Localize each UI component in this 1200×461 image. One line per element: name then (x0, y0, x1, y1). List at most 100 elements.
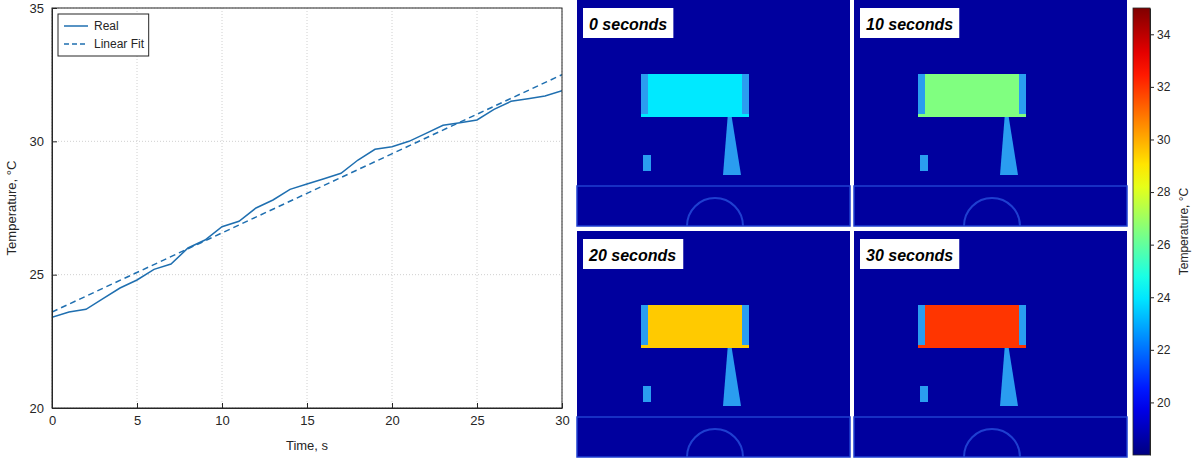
tick-label: 5 (134, 413, 141, 428)
axis-line (53, 408, 563, 409)
left-post (920, 386, 928, 402)
heated-object (918, 74, 1026, 117)
object-clamp-right (742, 74, 749, 114)
axis-line (1150, 9, 1151, 456)
tick: 5 (134, 403, 141, 428)
base-structure (577, 186, 850, 226)
panel-label-text: 10 seconds (866, 16, 953, 33)
panel-background (854, 231, 1127, 457)
panel: 10 seconds (854, 0, 1127, 226)
tick-label: 24 (1157, 291, 1171, 305)
support-arc (687, 198, 743, 226)
panel-background (577, 231, 850, 457)
base-structure (854, 417, 1127, 457)
tick-label: 30 (1157, 133, 1171, 147)
grid-line-y (52, 274, 562, 275)
tick: 26 (1150, 238, 1171, 252)
colorbar (1133, 8, 1150, 455)
tick-mark (307, 403, 308, 408)
axis-line (52, 9, 53, 409)
tick-mark (1150, 245, 1154, 246)
left-post (643, 386, 651, 402)
tick-label: 20 (385, 413, 399, 428)
panel-label: 20 seconds (583, 239, 683, 269)
tick-mark (52, 8, 57, 9)
grid-line-x (477, 8, 478, 408)
left-post (643, 155, 651, 171)
panel: 20 seconds (577, 231, 850, 457)
support-arc (964, 429, 1020, 457)
tick-label: 0 (49, 413, 56, 428)
panel-background (854, 0, 1127, 226)
support-arc (964, 198, 1020, 226)
tick: 30 (555, 403, 569, 428)
grid (52, 8, 562, 408)
panel: 0 seconds (577, 0, 850, 226)
tick: 30 (1150, 133, 1171, 147)
series-group (52, 75, 562, 318)
plot-background (52, 8, 562, 408)
tick-mark (1150, 192, 1154, 193)
tick-mark (1150, 402, 1154, 403)
tick-mark (1150, 297, 1154, 298)
tick: 34 (1150, 28, 1171, 42)
tick-label: 26 (1157, 238, 1171, 252)
grid-line-x (307, 8, 308, 408)
line-dashed (52, 75, 562, 312)
support-arc (687, 429, 743, 457)
tick: 20 (385, 403, 399, 428)
tick-mark (477, 403, 478, 408)
tick: 20 (1150, 396, 1171, 410)
line-solid (52, 91, 562, 318)
base-structure (854, 186, 1127, 226)
tick-label: 34 (1157, 28, 1171, 42)
tick: 35 (30, 1, 57, 16)
colorbar-axis: 20 22 24 26 28 30 32 34 (1150, 9, 1171, 456)
tick-label: 35 (30, 1, 44, 16)
object-clamp-left (918, 74, 925, 114)
tick-label: 25 (30, 267, 44, 282)
panel-label-text: 0 seconds (589, 16, 667, 33)
tick-label: 28 (1157, 185, 1171, 199)
panel-label: 30 seconds (860, 239, 959, 269)
legend-label: Real (94, 19, 119, 33)
tick: 30 (30, 134, 57, 149)
tick-mark (1150, 34, 1154, 35)
tick-label: 25 (470, 413, 484, 428)
x-axis: 0 5 10 15 20 25 30 (49, 403, 570, 428)
tick: 20 (30, 401, 57, 416)
tick: 24 (1150, 291, 1171, 305)
object-clamp-right (1019, 305, 1026, 345)
tick: 15 (300, 403, 314, 428)
panel-background (577, 0, 850, 226)
legend: RealLinear Fit (58, 14, 149, 56)
object-clamp-right (742, 305, 749, 345)
legend-swatch (64, 43, 88, 45)
tick-label: 10 (215, 413, 229, 428)
grid-line-x (222, 8, 223, 408)
tick: 32 (1150, 80, 1171, 94)
tick-label: 30 (555, 413, 569, 428)
panel-label: 10 seconds (860, 8, 959, 38)
panel-label: 0 seconds (583, 8, 673, 38)
panel: 30 seconds (854, 231, 1127, 457)
tick-label: 22 (1157, 343, 1171, 357)
tick-mark (562, 403, 563, 408)
panel-label-text: 30 seconds (866, 247, 953, 264)
figure: 05101520253020253035Time, sTemperature, … (0, 0, 1200, 461)
colorbar-title: Temperature, °C (1177, 187, 1191, 275)
tick-mark (52, 141, 57, 142)
legend-box (58, 14, 149, 56)
tick-mark (392, 403, 393, 408)
tick-label: 20 (30, 401, 44, 416)
tick-label: 30 (30, 134, 44, 149)
panel-label-box (583, 239, 683, 269)
heated-object (641, 74, 749, 117)
tick-mark (52, 408, 57, 409)
tick-label: 15 (300, 413, 314, 428)
tick-mark (1150, 87, 1154, 88)
grid-line-x (392, 8, 393, 408)
object-clamp-left (918, 305, 925, 345)
tick-mark (1150, 139, 1154, 140)
tick: 22 (1150, 343, 1171, 357)
